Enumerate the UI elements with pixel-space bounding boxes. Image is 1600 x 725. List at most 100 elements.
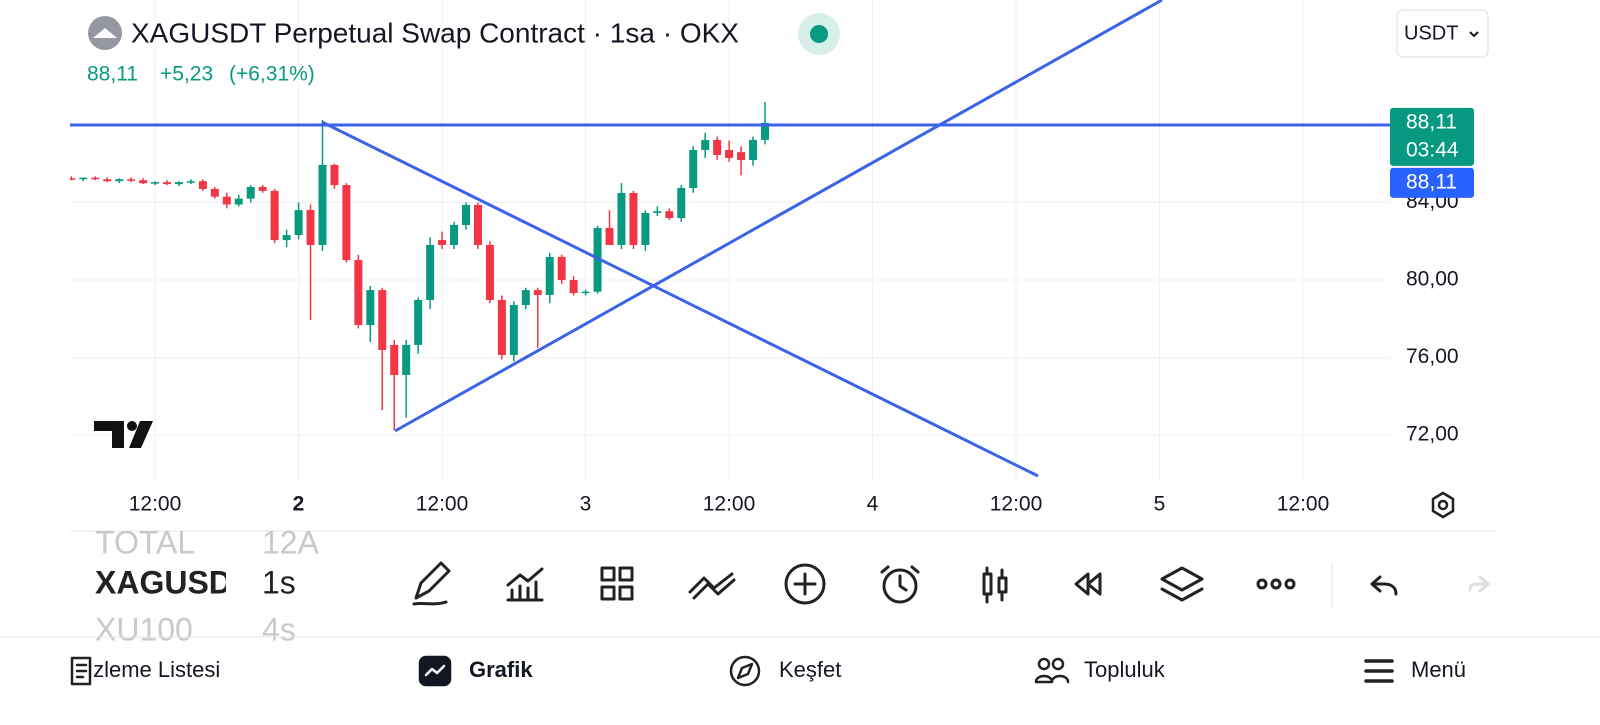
candle-body: [246, 187, 255, 199]
watch-interval[interactable]: 4s: [262, 611, 296, 647]
chart-type[interactable]: [982, 572, 993, 596]
candle-body: [701, 139, 710, 150]
watch-interval[interactable]: 12A: [262, 524, 320, 560]
x-tick-label: 12:00: [990, 493, 1043, 516]
candle-body: [653, 211, 662, 213]
candle-body: [115, 179, 124, 182]
candle-body: [629, 193, 638, 245]
watch-symbol[interactable]: XU100: [95, 611, 193, 647]
alert[interactable]: [882, 568, 918, 604]
x-tick-label: 5: [1154, 493, 1166, 516]
add[interactable]: [784, 563, 826, 605]
candle-body: [665, 211, 674, 219]
x-tick-label: 3: [580, 493, 592, 516]
candle-body: [282, 235, 291, 241]
symbol-icon-glyph: [93, 28, 117, 38]
candle-body: [270, 190, 279, 241]
candle-body: [186, 181, 195, 183]
y-tick-label: 80,00: [1406, 268, 1459, 291]
change: +5,23: [160, 63, 213, 86]
candle-body: [533, 290, 542, 295]
candle-body: [330, 164, 339, 186]
x-tick-label: 12:00: [416, 493, 469, 516]
draw-tool[interactable]: [412, 561, 451, 606]
candle-body: [737, 152, 746, 161]
currency-button[interactable]: [1396, 9, 1489, 58]
watchlist-icon[interactable]: [70, 656, 92, 686]
countdown: 03:44: [1406, 138, 1459, 161]
watch-interval[interactable]: 1s: [262, 564, 296, 600]
candle-body: [545, 256, 554, 295]
candle-body: [725, 149, 734, 158]
compare[interactable]: [688, 572, 736, 600]
candle-body: [198, 181, 207, 189]
candles: [70, 101, 769, 431]
candle-body: [450, 224, 459, 245]
candle-body: [485, 244, 494, 300]
crosshair-price-label: 88,11: [1406, 170, 1457, 193]
candle-body: [378, 290, 387, 350]
candle-body: [127, 179, 136, 181]
candle-body: [366, 290, 375, 325]
nav-item[interactable]: Keşfet: [779, 657, 841, 682]
candle-body: [70, 178, 76, 180]
menu-icon[interactable]: [1364, 659, 1394, 683]
crosshair-price-box: [1390, 167, 1474, 198]
candle-body: [79, 177, 88, 180]
settings-icon[interactable]: [1431, 491, 1455, 519]
watch-symbol[interactable]: TOTAL: [95, 524, 195, 560]
candle-body: [402, 344, 411, 375]
candle-body: [689, 149, 698, 188]
candle-body: [581, 291, 590, 294]
currency[interactable]: USDT: [1404, 22, 1458, 44]
candle-body: [749, 139, 758, 161]
drawings: [70, 0, 1390, 478]
candle-body: [163, 182, 171, 185]
candle-body: [414, 299, 423, 345]
candle-body: [438, 240, 447, 245]
explore-icon[interactable]: [729, 655, 761, 687]
x-tick-label: 12:00: [703, 493, 756, 516]
indicators[interactable]: [506, 567, 544, 602]
candle-body: [306, 210, 315, 245]
candle-body: [761, 122, 769, 140]
layout[interactable]: [600, 566, 616, 582]
nav-item[interactable]: İzleme Listesi: [87, 657, 220, 682]
layers[interactable]: [1160, 566, 1204, 602]
more[interactable]: [1256, 578, 1268, 590]
toolbar: [412, 561, 1490, 606]
nav-icons: [70, 655, 1394, 687]
replay[interactable]: [1074, 572, 1102, 596]
nav-item[interactable]: Menü: [1411, 657, 1466, 682]
candle-body: [91, 177, 100, 180]
candle-body: [294, 210, 303, 236]
watch-symbol[interactable]: XAGUSD: [95, 564, 232, 600]
candle-body: [605, 228, 614, 245]
last-price-box: [1390, 107, 1474, 166]
candle-body: [139, 180, 148, 184]
redo[interactable]: [1468, 575, 1490, 593]
candle-body: [234, 198, 243, 205]
trend-line: [321, 120, 1039, 478]
nav-item[interactable]: Grafik: [469, 657, 533, 682]
candle-body: [174, 182, 183, 185]
community-icon[interactable]: [1037, 657, 1051, 671]
last-price-label: 88,11: [1406, 110, 1457, 133]
chevron: [1469, 31, 1479, 38]
candle-body: [569, 280, 578, 293]
fade: [226, 560, 256, 610]
x-tick-label: 4: [867, 493, 879, 516]
x-tick-label: 12:00: [129, 493, 182, 516]
nav-item[interactable]: Topluluk: [1084, 657, 1166, 682]
status-dot: [810, 25, 828, 43]
change-pct: (+6,31%): [229, 63, 315, 86]
undo[interactable]: [1370, 575, 1398, 596]
y-tick-label: 72,00: [1406, 423, 1459, 446]
candle-body: [509, 305, 518, 356]
candle-body: [713, 139, 722, 156]
candle-body: [342, 185, 351, 261]
title: XAGUSDT Perpetual Swap Contract · 1sa · …: [131, 17, 739, 48]
price: 88,11: [87, 63, 138, 86]
